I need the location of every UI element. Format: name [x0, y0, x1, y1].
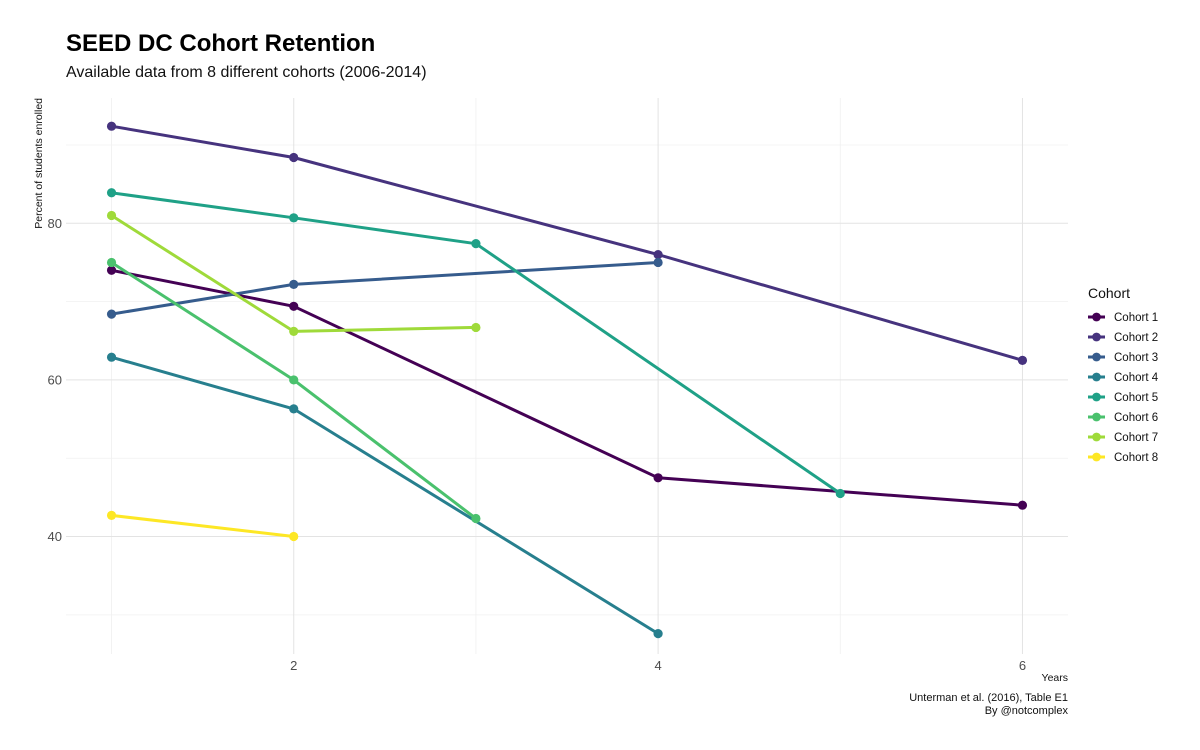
legend-key-point: [1092, 412, 1101, 422]
x-tick-label: 2: [290, 658, 297, 673]
data-point-cohort-7: [289, 326, 299, 336]
legend-label-cohort-5: Cohort 5: [1114, 392, 1158, 404]
data-point-cohort-6: [289, 375, 299, 385]
legend-label-cohort-1: Cohort 1: [1114, 312, 1158, 324]
legend-key-point: [1092, 432, 1101, 442]
x-tick-label: 4: [654, 658, 661, 673]
data-point-cohort-1: [289, 301, 299, 311]
chart-title: SEED DC Cohort Retention: [66, 30, 376, 57]
legend: Cohort Cohort 1 Cohort 2 Cohort 3 Cohort 4 Co…: [1088, 285, 1159, 464]
caption: Unterman et al. (2016), Table E1 By @not…: [909, 692, 1068, 718]
legend-label-cohort-7: Cohort 7: [1114, 432, 1158, 444]
data-point-cohort-4: [106, 352, 117, 362]
series-line-cohort-8: [110, 513, 296, 538]
legend-title: Cohort: [1088, 285, 1130, 301]
data-point-cohort-2: [653, 250, 663, 260]
data-point-cohort-1: [653, 473, 663, 483]
data-point-cohort-3: [653, 257, 663, 268]
data-point-cohort-3: [106, 309, 117, 319]
data-point-cohort-3: [289, 279, 299, 289]
legend-label-cohort-8: Cohort 8: [1114, 452, 1158, 464]
data-point-cohort-2: [1017, 355, 1028, 365]
data-point-cohort-7: [106, 210, 117, 221]
series-line-cohort-5: [110, 191, 842, 495]
legend-key-point: [1092, 372, 1101, 382]
legend-label-cohort-3: Cohort 3: [1114, 352, 1158, 364]
data-point-cohort-5: [471, 239, 481, 249]
y-tick-label: 40: [48, 529, 62, 544]
data-point-cohort-8: [289, 531, 299, 542]
data-point-cohort-4: [653, 629, 663, 639]
data-point-cohort-4: [289, 404, 299, 414]
series-line-cohort-2: [110, 124, 1024, 362]
y-tick-label: 80: [48, 216, 62, 231]
data-point-cohort-8: [106, 510, 117, 520]
legend-label-cohort-6: Cohort 6: [1114, 412, 1158, 424]
y-tick-label: 60: [48, 372, 62, 387]
legend-key-point: [1092, 392, 1101, 402]
series-line-cohort-3: [110, 261, 660, 316]
x-tick-label: 6: [1019, 658, 1026, 673]
x-axis-title: Years: [1042, 672, 1068, 684]
data-point-cohort-2: [289, 152, 299, 163]
data-point-cohort-2: [106, 121, 117, 131]
y-axis-title: Percent of students enrolled: [33, 98, 45, 229]
caption-author: By @notcomplex: [984, 705, 1068, 717]
data-point-cohort-1: [1017, 500, 1028, 510]
data-point-cohort-6: [471, 513, 481, 524]
legend-label-cohort-4: Cohort 4: [1114, 372, 1159, 384]
legend-label-cohort-2: Cohort 2: [1114, 332, 1158, 344]
legend-key-point: [1092, 332, 1101, 342]
data-point-cohort-5: [835, 488, 845, 499]
caption-source: Unterman et al. (2016), Table E1: [909, 692, 1068, 704]
data-point-cohort-1: [106, 265, 117, 275]
data-point-cohort-5: [289, 213, 299, 223]
data-point-cohort-6: [106, 257, 117, 268]
series-line-cohort-4: [110, 355, 660, 636]
legend-key-point: [1092, 312, 1101, 322]
series-lines: [106, 121, 1028, 639]
legend-key-point: [1092, 352, 1101, 362]
axes: 2 4 6 40 60 80 Years Percent of students enroll…: [33, 98, 1068, 684]
data-point-cohort-5: [106, 188, 117, 198]
chart-subtitle: Available data from 8 different cohorts …: [66, 64, 427, 81]
grid: [66, 98, 1068, 654]
data-point-cohort-7: [471, 322, 481, 333]
legend-key-point: [1092, 452, 1101, 462]
